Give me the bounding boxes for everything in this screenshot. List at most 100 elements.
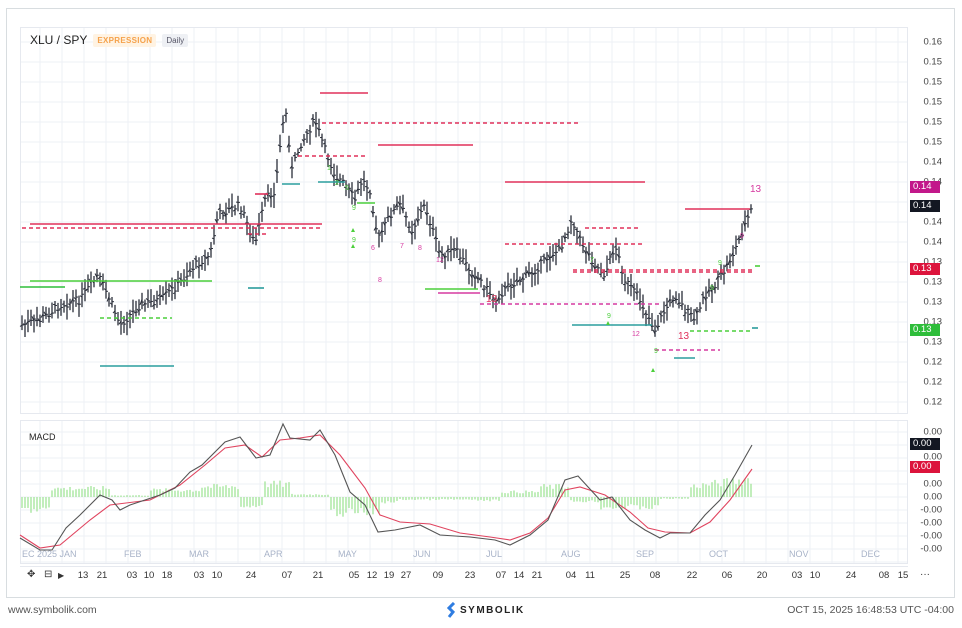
- date-label: 24: [245, 570, 257, 581]
- date-label: 27: [400, 570, 412, 581]
- date-label: 08: [878, 570, 890, 581]
- symbol-label: XLU / SPY: [30, 33, 88, 47]
- date-label: 21: [96, 570, 108, 581]
- date-label: 07: [281, 570, 293, 581]
- date-label: 11: [585, 570, 595, 581]
- svg-text:5: 5: [345, 185, 349, 192]
- more-button[interactable]: ···: [920, 569, 930, 580]
- chart-title: XLU / SPY EXPRESSION Daily: [30, 33, 189, 47]
- svg-text:2: 2: [335, 180, 339, 187]
- price-tick: 0.15: [923, 56, 943, 68]
- month-label: APR: [264, 549, 283, 559]
- price-tick: 0.13: [923, 256, 943, 268]
- price-tick: 0.13: [923, 316, 943, 328]
- price-pane[interactable]: [20, 27, 908, 414]
- date-label: 23: [464, 570, 476, 581]
- date-label: 24: [845, 570, 857, 581]
- svg-text:13: 13: [486, 294, 498, 305]
- date-label: 03: [791, 570, 803, 581]
- date-label: 07: [495, 570, 507, 581]
- price-tick: 0.14: [923, 216, 943, 228]
- macd-tick: 0.00: [923, 426, 943, 438]
- date-label: 14: [513, 570, 525, 581]
- svg-text:9: 9: [352, 205, 356, 212]
- symbolik-logo-icon: [447, 602, 456, 618]
- month-label: EC 2025 JAN: [22, 549, 77, 559]
- brand-name: SYMBOLIK: [460, 604, 525, 616]
- month-label: SEP: [636, 549, 655, 559]
- value-tag: 0.13: [910, 324, 940, 336]
- svg-text:7: 7: [400, 243, 404, 250]
- price-tick: 0.15: [923, 96, 943, 108]
- price-tick: 0.12: [923, 356, 943, 368]
- price-tick: 0.12: [923, 376, 943, 388]
- price-tick: 0.15: [923, 116, 943, 128]
- macd-pane[interactable]: [20, 420, 908, 564]
- date-label: 25: [619, 570, 631, 581]
- svg-text:9: 9: [718, 260, 722, 267]
- date-label: 12: [366, 570, 378, 581]
- play-icon[interactable]: ▶: [58, 571, 65, 580]
- date-label: 04: [565, 570, 577, 581]
- date-label: 20: [756, 570, 768, 581]
- date-label: 21: [531, 570, 543, 581]
- expression-badge: EXPRESSION: [93, 33, 157, 47]
- svg-text:9: 9: [607, 313, 611, 320]
- svg-text:8: 8: [378, 277, 382, 284]
- macd-tick: -0.00: [920, 530, 942, 542]
- macd-label: MACD: [29, 432, 56, 442]
- month-label: JUN: [413, 549, 431, 559]
- svg-text:8: 8: [418, 245, 422, 252]
- date-label: 22: [686, 570, 698, 581]
- svg-text:9: 9: [710, 285, 714, 292]
- date-label: 03: [126, 570, 138, 581]
- date-label: 18: [161, 570, 173, 581]
- interval-badge[interactable]: Daily: [162, 33, 189, 47]
- svg-text:12: 12: [632, 331, 640, 338]
- svg-text:13: 13: [678, 331, 690, 342]
- brand-logo: SYMBOLIK: [447, 602, 525, 618]
- svg-text:13: 13: [750, 184, 762, 195]
- value-tag: 0.13: [910, 263, 940, 275]
- price-tick: 0.15: [923, 76, 943, 88]
- pan-icon[interactable]: ✥: [27, 569, 36, 580]
- date-label: 03: [193, 570, 205, 581]
- date-label: 08: [649, 570, 661, 581]
- value-tag: 0.00: [910, 438, 940, 450]
- svg-text:9: 9: [654, 348, 658, 355]
- macd-tick: -0.00: [920, 504, 942, 516]
- month-label: OCT: [709, 549, 728, 559]
- month-label: MAR: [189, 549, 209, 559]
- date-label: 10: [211, 570, 223, 581]
- macd-tick: 0.00: [923, 478, 943, 490]
- macd-tick: -0.00: [920, 543, 942, 555]
- price-tick: 0.13: [923, 336, 943, 348]
- date-label: 05: [348, 570, 360, 581]
- date-label: 19: [383, 570, 395, 581]
- svg-text:9: 9: [740, 233, 744, 240]
- month-label: AUG: [561, 549, 581, 559]
- date-label: 15: [897, 570, 909, 581]
- price-tick: 0.14: [923, 236, 943, 248]
- month-label: MAY: [338, 549, 357, 559]
- month-label: DEC: [861, 549, 881, 559]
- website-link[interactable]: www.symbolik.com: [8, 604, 97, 616]
- month-label: FEB: [124, 549, 142, 559]
- macd-tick: -0.00: [920, 517, 942, 529]
- month-label: JUL: [486, 549, 503, 559]
- price-tick: 0.15: [923, 136, 943, 148]
- calendar-icon[interactable]: ⊟: [44, 569, 53, 580]
- date-label: 21: [312, 570, 324, 581]
- date-axis[interactable]: 13 21 03 10 18 03 10 24 07 21 05 12 19 27 09 23 07 14 21 04…: [20, 566, 908, 585]
- value-tag: 0.14: [910, 181, 940, 193]
- price-tick: 0.13: [923, 296, 943, 308]
- date-label: 10: [143, 570, 155, 581]
- month-label: NOV: [789, 549, 809, 559]
- macd-tick: 0.00: [923, 451, 943, 463]
- price-tick: 0.14: [923, 156, 943, 168]
- price-tick: 0.13: [923, 276, 943, 288]
- svg-text:9: 9: [352, 237, 356, 244]
- value-tag: 0.14: [910, 200, 940, 212]
- price-tick: 0.16: [923, 36, 943, 48]
